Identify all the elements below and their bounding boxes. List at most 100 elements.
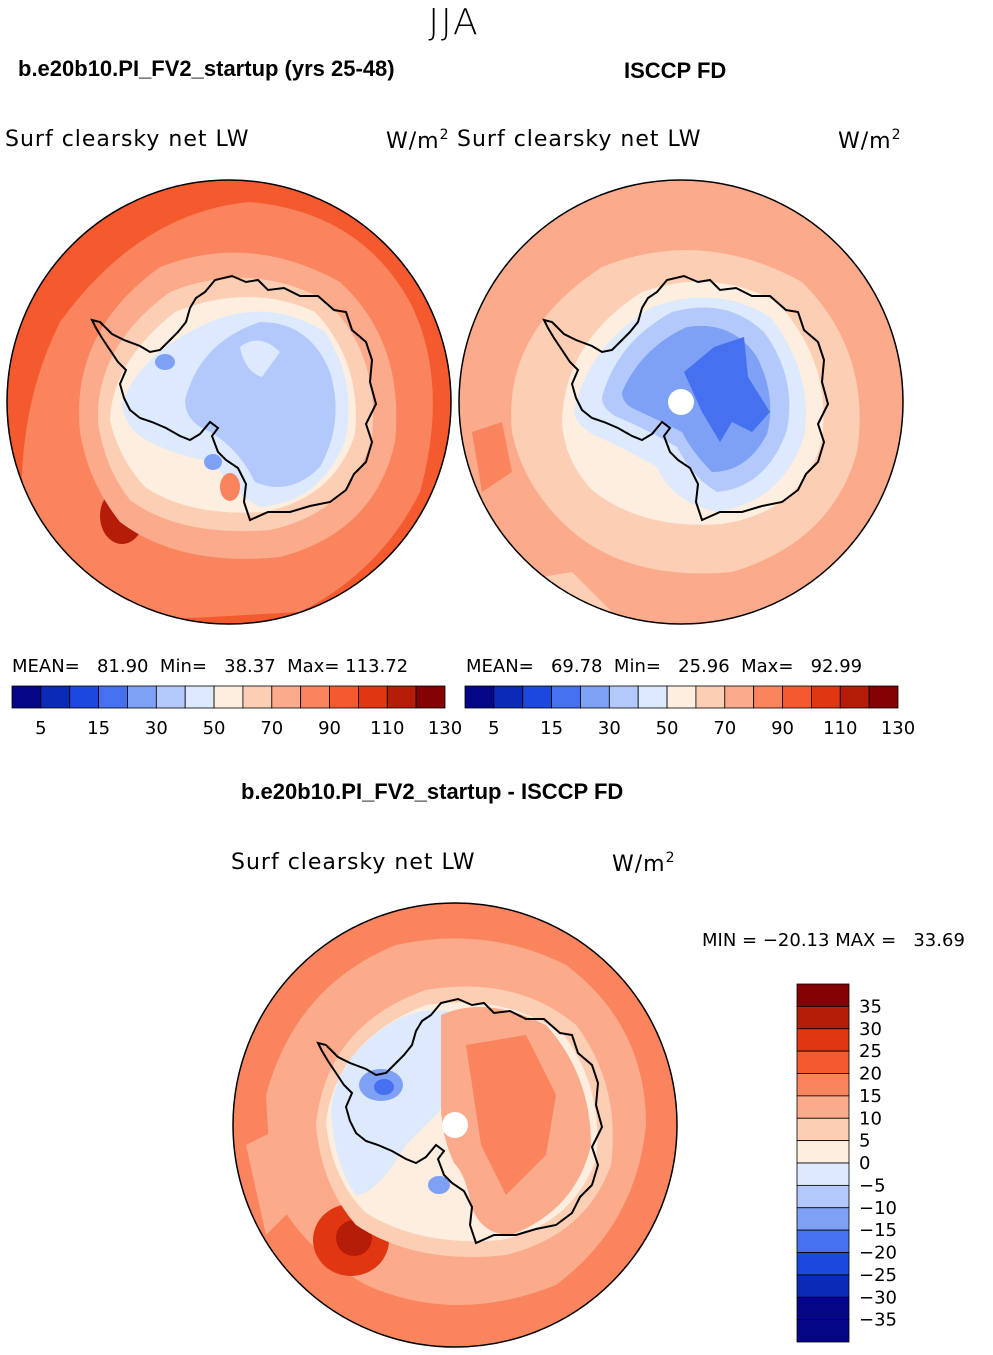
map-contour xyxy=(220,473,240,501)
map-contour xyxy=(240,340,280,377)
colorbar-tick-label: −30 xyxy=(859,1287,897,1308)
season-title: JJA xyxy=(428,2,480,43)
map-contour xyxy=(466,1035,556,1195)
colorbar-swatch xyxy=(796,1073,850,1097)
diff-polar-map xyxy=(232,902,678,1348)
colorbar-tick-label: 50 xyxy=(203,718,226,739)
colorbar-swatch xyxy=(810,685,841,709)
colorbar-swatch xyxy=(155,685,186,709)
map-contour xyxy=(185,322,336,487)
obs-polar-map xyxy=(458,179,904,625)
diff-units: W/m2 xyxy=(612,850,676,877)
colorbar-tick-label: 10 xyxy=(859,1108,882,1129)
colorbar-tick-label: 35 xyxy=(859,996,882,1017)
colorbar-swatch xyxy=(184,685,215,709)
colorbar-swatch xyxy=(69,685,100,709)
colorbar-swatch xyxy=(98,685,128,709)
colorbar-swatch xyxy=(782,685,812,709)
obs-units: W/m2 xyxy=(838,127,902,154)
colorbar-tick-label: −5 xyxy=(859,1175,886,1196)
map-contour xyxy=(246,1125,306,1235)
colorbar-tick-label: 5 xyxy=(35,718,46,739)
diff-field-label: Surf clearsky net LW xyxy=(231,850,476,875)
model-units: W/m2 xyxy=(386,127,450,154)
colorbar-swatch xyxy=(551,685,581,709)
colorbar-swatch xyxy=(40,685,71,709)
map-contour xyxy=(204,454,222,470)
map-boundary xyxy=(6,179,452,625)
colorbar-swatch xyxy=(493,685,524,709)
colorbar-tick-label: 20 xyxy=(859,1064,882,1085)
colorbar-swatch xyxy=(415,685,446,709)
colorbar-tick-label: −25 xyxy=(859,1265,897,1286)
colorbar-tick-label: −10 xyxy=(859,1198,897,1219)
colorbar-swatch xyxy=(637,685,668,709)
colorbar-tick-label: 130 xyxy=(428,718,462,739)
colorbar-swatch xyxy=(724,685,755,709)
map-contour xyxy=(428,1176,450,1194)
colorbar-swatch xyxy=(695,685,726,709)
diff-stats: MIN = −20.13 MAX = 33.69 xyxy=(702,930,965,951)
colorbar-tick-label: 25 xyxy=(859,1041,882,1062)
colorbar-tick-label: 5 xyxy=(859,1131,870,1152)
colorbar-swatch xyxy=(522,685,553,709)
colorbar-tick-label: 0 xyxy=(859,1153,870,1174)
colorbar-tick-label: 30 xyxy=(859,1019,882,1040)
model-colorbar: 5 15 30 50 70 90 110 130 xyxy=(11,685,462,739)
colorbar-swatch xyxy=(580,685,610,709)
colorbar-tick-label: 110 xyxy=(823,718,857,739)
colorbar-swatch xyxy=(666,685,697,709)
map-contour xyxy=(331,1010,456,1195)
colorbar-swatch xyxy=(11,685,42,709)
colorbar-tick-label: 90 xyxy=(318,718,341,739)
colorbar-swatch xyxy=(796,1274,850,1298)
colorbar-tick-label: 30 xyxy=(145,718,168,739)
model-polar-map xyxy=(6,179,452,625)
model-field-label: Surf clearsky net LW xyxy=(5,127,250,152)
colorbar-swatch xyxy=(796,1319,850,1343)
colorbar-swatch xyxy=(213,685,244,709)
pole-hole xyxy=(442,1112,468,1138)
pole-hole xyxy=(668,389,694,415)
diff-panel-title: b.e20b10.PI_FV2_startup - ISCCP FD xyxy=(241,779,624,804)
colorbar-swatch xyxy=(796,1162,850,1186)
colorbar-swatch xyxy=(796,1028,850,1052)
colorbar-swatch xyxy=(796,1117,850,1142)
obs-field-label: Surf clearsky net LW xyxy=(457,127,702,152)
colorbar-swatch xyxy=(386,685,417,709)
colorbar-swatch xyxy=(796,1184,850,1209)
map-boundary xyxy=(458,179,904,625)
colorbar-tick-label: 5 xyxy=(488,718,499,739)
colorbar-tick-label: −20 xyxy=(859,1243,897,1264)
colorbar-tick-label: 130 xyxy=(881,718,915,739)
obs-panel-title: ISCCP FD xyxy=(624,58,727,83)
map-contour xyxy=(155,354,175,370)
colorbar-swatch xyxy=(796,1095,850,1119)
colorbar-tick-label: 15 xyxy=(540,718,563,739)
colorbar-tick-label: 110 xyxy=(370,718,404,739)
map-contour xyxy=(472,422,512,492)
colorbar-tick-label: 90 xyxy=(771,718,794,739)
colorbar-swatch xyxy=(796,1140,850,1164)
colorbar-swatch xyxy=(242,685,273,709)
colorbar-tick-label: 30 xyxy=(598,718,621,739)
map-contour xyxy=(684,337,770,442)
colorbar-swatch xyxy=(796,1050,850,1074)
map-boundary xyxy=(232,902,678,1348)
colorbar-tick-label: 50 xyxy=(656,718,679,739)
antarctica-coastline xyxy=(542,274,830,522)
colorbar-swatch xyxy=(329,685,359,709)
colorbar-tick-label: 15 xyxy=(87,718,110,739)
colorbar-swatch xyxy=(796,1296,850,1321)
model-panel-title: b.e20b10.PI_FV2_startup (yrs 25-48) xyxy=(18,56,395,81)
colorbar-tick-label: −35 xyxy=(859,1310,897,1331)
colorbar-swatch xyxy=(796,1229,850,1253)
colorbar-swatch xyxy=(868,685,899,709)
colorbar-tick-label: 15 xyxy=(859,1086,882,1107)
colorbar-swatch xyxy=(753,685,783,709)
map-contour xyxy=(374,1079,394,1095)
obs-colorbar: 5 15 30 50 70 90 110 130 xyxy=(464,685,915,739)
colorbar-swatch xyxy=(464,685,495,709)
colorbar-swatch xyxy=(127,685,157,709)
